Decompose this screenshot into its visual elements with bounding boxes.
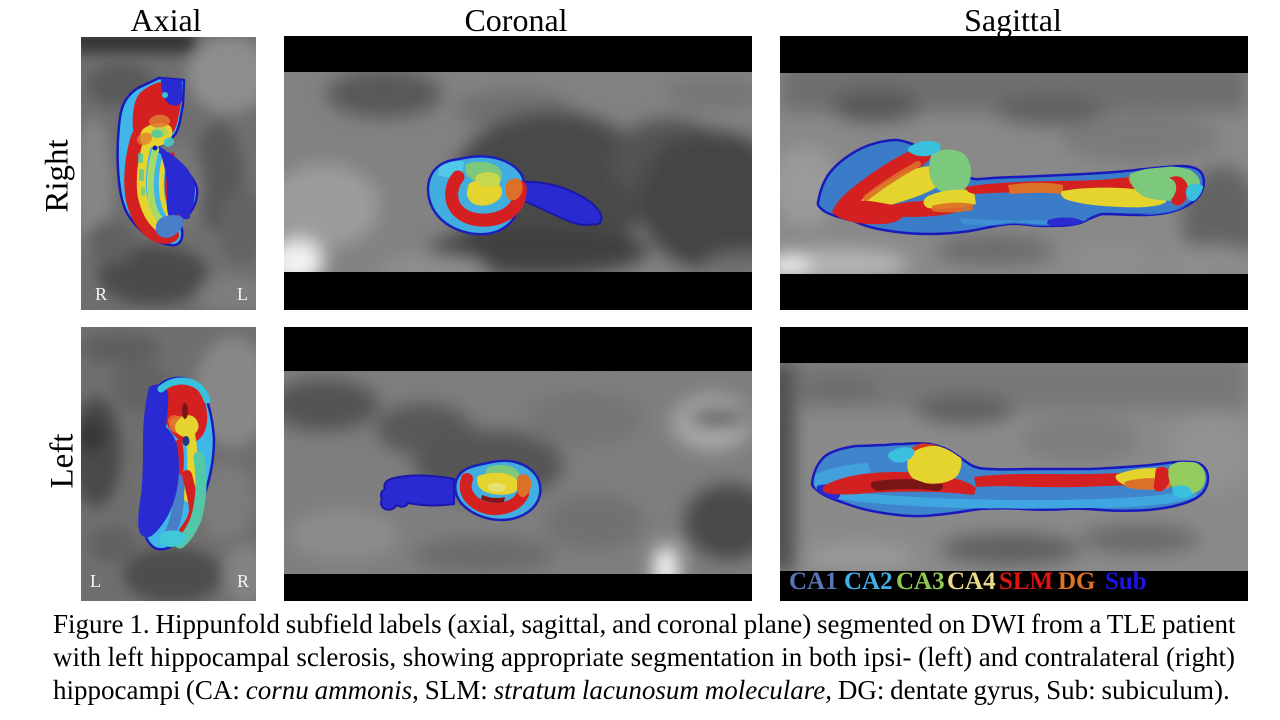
svg-text:CA2: CA2: [844, 568, 893, 595]
svg-text:L: L: [90, 571, 101, 591]
svg-text:SLM: SLM: [999, 568, 1053, 595]
svg-text:Sub: Sub: [1105, 568, 1147, 595]
svg-text:R: R: [237, 571, 249, 591]
svg-text:CA3: CA3: [896, 568, 945, 595]
svg-text:DG: DG: [1058, 568, 1096, 595]
svg-text:CA1: CA1: [789, 568, 838, 595]
svg-text:L: L: [237, 284, 248, 304]
svg-text:R: R: [95, 284, 107, 304]
svg-text:CA4: CA4: [947, 568, 996, 595]
